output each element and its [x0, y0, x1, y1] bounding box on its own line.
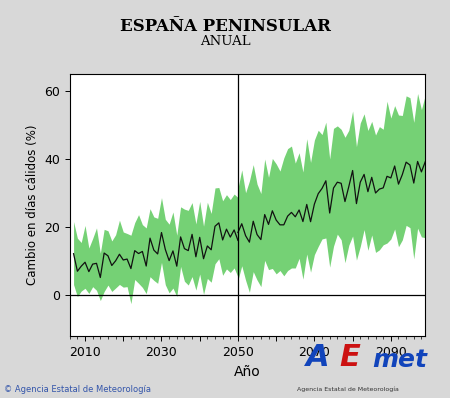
- Text: A: A: [306, 343, 329, 372]
- Text: E: E: [340, 343, 360, 372]
- Text: ESPAÑA PENINSULAR: ESPAÑA PENINSULAR: [120, 18, 330, 35]
- X-axis label: Año: Año: [234, 365, 261, 378]
- Text: met: met: [373, 348, 427, 372]
- Text: ANUAL: ANUAL: [200, 35, 250, 48]
- Text: Agencia Estatal de Meteorología: Agencia Estatal de Meteorología: [297, 386, 399, 392]
- Text: © Agencia Estatal de Meteorología: © Agencia Estatal de Meteorología: [4, 385, 152, 394]
- Y-axis label: Cambio en días cálidos (%): Cambio en días cálidos (%): [26, 125, 39, 285]
